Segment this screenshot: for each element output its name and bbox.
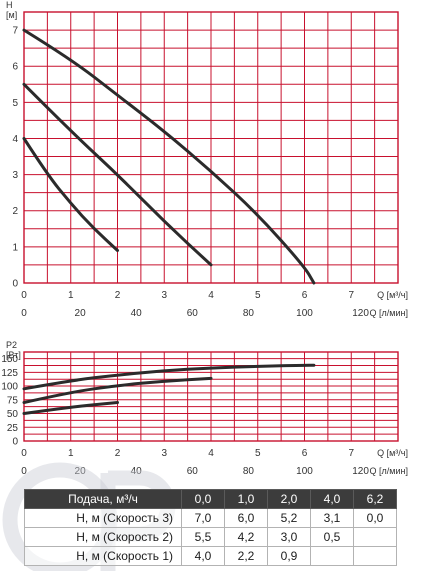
x2-tick-label: 20 bbox=[75, 466, 87, 477]
y-tick-label: 50 bbox=[7, 409, 19, 420]
table-header-cell: 6,2 bbox=[353, 489, 397, 509]
series-line bbox=[22, 363, 316, 391]
x-tick-label: 0 bbox=[21, 290, 27, 301]
x2-tick-label: 80 bbox=[243, 466, 255, 477]
table-header-cell: 2,0 bbox=[267, 489, 311, 509]
y-tick-label: 6 bbox=[12, 62, 18, 73]
y-axis-unit: [м] bbox=[6, 10, 17, 20]
y-axis-unit: [Вт] bbox=[6, 350, 21, 360]
x-axis-label: Q [м³/ч] bbox=[377, 290, 408, 300]
x2-axis-label: Q [л/мин] bbox=[370, 466, 408, 476]
x2-tick-label: 20 bbox=[75, 308, 87, 319]
table-header-cell: 0,0 bbox=[181, 489, 225, 509]
table-cell: 0,0 bbox=[353, 508, 397, 528]
y-tick-label: 7 bbox=[12, 26, 18, 37]
x-tick-label: 6 bbox=[302, 448, 308, 459]
table-cell: 2,2 bbox=[224, 546, 268, 566]
x-tick-label: 3 bbox=[161, 448, 167, 459]
table-cell: 3,1 bbox=[310, 508, 354, 528]
table-header-cell: Подача, м³/ч bbox=[24, 489, 182, 509]
table-row: Н, м (Скорость 3) 7,0 6,0 5,2 3,1 0,0 bbox=[24, 508, 397, 528]
series-line bbox=[22, 28, 316, 285]
table-cell: 0,9 bbox=[267, 546, 311, 566]
x-tick-label: 3 bbox=[161, 290, 167, 301]
x-tick-label: 5 bbox=[255, 290, 261, 301]
x-tick-label: 1 bbox=[68, 290, 74, 301]
table-cell: 7,0 bbox=[181, 508, 225, 528]
table-cell: Н, м (Скорость 2) bbox=[24, 527, 182, 547]
table-cell: 5,2 bbox=[267, 508, 311, 528]
table-cell: 6,0 bbox=[224, 508, 268, 528]
x-tick-label: 4 bbox=[208, 290, 214, 301]
x2-axis-label: Q [л/мин] bbox=[370, 308, 408, 318]
x2-tick-label: 120 bbox=[352, 466, 369, 477]
series-line bbox=[22, 401, 119, 415]
table-header-row: Подача, м³/ч 0,0 1,0 2,0 4,0 6,2 bbox=[24, 489, 397, 509]
x2-tick-label: 100 bbox=[296, 466, 313, 477]
table-cell: Н, м (Скорость 3) bbox=[24, 508, 182, 528]
x2-tick-label: 0 bbox=[21, 466, 27, 477]
x2-tick-label: 40 bbox=[131, 466, 143, 477]
table-header-cell: 4,0 bbox=[310, 489, 354, 509]
x-tick-label: 6 bbox=[302, 290, 308, 301]
x2-tick-label: 100 bbox=[296, 308, 313, 319]
y-tick-label: 125 bbox=[1, 368, 18, 379]
x2-tick-label: 120 bbox=[352, 308, 369, 319]
table-cell bbox=[353, 527, 397, 547]
y-tick-label: 0 bbox=[12, 279, 18, 290]
y-tick-label: 4 bbox=[12, 134, 18, 145]
table-cell: 4,0 bbox=[181, 546, 225, 566]
x-tick-label: 1 bbox=[68, 448, 74, 459]
x-tick-label: 4 bbox=[208, 448, 214, 459]
y-tick-label: 150 bbox=[1, 354, 18, 365]
y-tick-label: 2 bbox=[12, 206, 18, 217]
table-cell bbox=[353, 546, 397, 566]
plot-frame bbox=[23, 11, 399, 284]
table-cell bbox=[310, 546, 354, 566]
series-line bbox=[22, 376, 213, 404]
y-tick-label: 75 bbox=[7, 395, 19, 406]
table-row: Н, м (Скорость 1) 4,0 2,2 0,9 bbox=[24, 546, 397, 566]
x-tick-label: 2 bbox=[115, 448, 121, 459]
y-tick-label: 100 bbox=[1, 382, 18, 393]
table-cell: 0,5 bbox=[310, 527, 354, 547]
x-tick-label: 7 bbox=[348, 448, 354, 459]
y-tick-label: 1 bbox=[12, 242, 18, 253]
plot-frame bbox=[23, 351, 399, 442]
series-line bbox=[22, 137, 119, 252]
x2-tick-label: 80 bbox=[243, 308, 255, 319]
x2-tick-label: 60 bbox=[187, 308, 199, 319]
table-cell: 5,5 bbox=[181, 527, 225, 547]
y-axis-label: P2 bbox=[6, 340, 17, 350]
performance-table: Подача, м³/ч 0,0 1,0 2,0 4,0 6,2 Н, м (С… bbox=[24, 489, 397, 566]
x-tick-label: 5 bbox=[255, 448, 261, 459]
y-tick-label: 5 bbox=[12, 98, 18, 109]
x-axis-label: Q [м³/ч] bbox=[377, 448, 408, 458]
x2-tick-label: 0 bbox=[21, 308, 27, 319]
x-tick-label: 0 bbox=[21, 448, 27, 459]
y-tick-label: 3 bbox=[12, 170, 18, 181]
table-cell: Н, м (Скорость 1) bbox=[24, 546, 182, 566]
table-cell: 4,2 bbox=[224, 527, 268, 547]
x2-tick-label: 40 bbox=[131, 308, 143, 319]
y-tick-label: 25 bbox=[7, 423, 19, 434]
table-row: Н, м (Скорость 2) 5,5 4,2 3,0 0,5 bbox=[24, 527, 397, 547]
table-cell: 3,0 bbox=[267, 527, 311, 547]
x2-tick-label: 60 bbox=[187, 466, 199, 477]
y-tick-label: 0 bbox=[12, 437, 18, 448]
series-line bbox=[22, 82, 213, 267]
table-header-cell: 1,0 bbox=[224, 489, 268, 509]
y-axis-label: H bbox=[6, 0, 13, 10]
x-tick-label: 2 bbox=[115, 290, 121, 301]
x-tick-label: 7 bbox=[348, 290, 354, 301]
